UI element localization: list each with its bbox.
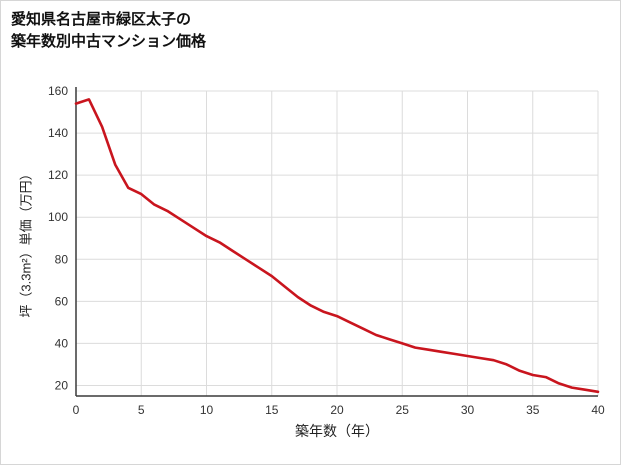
chart-title-line1: 愛知県名古屋市緑区太子の [11,11,192,28]
x-tick-label: 25 [396,403,410,417]
y-tick-label: 20 [55,378,69,392]
chart-title-line2: 築年数別中古マンション価格 [11,32,207,50]
y-tick-label: 120 [48,168,68,182]
x-tick-label: 0 [73,403,80,417]
y-axis-label: 坪（3.3m²）単価（万円） [18,167,34,318]
y-tick-label: 60 [55,294,69,308]
y-tick-label: 100 [48,210,68,224]
y-tick-label: 140 [48,126,68,140]
chart-title: 愛知県名古屋市緑区太子の 築年数別中古マンション価格 [11,9,206,53]
x-tick-label: 35 [526,403,540,417]
x-tick-label: 10 [200,403,214,417]
x-tick-label: 40 [591,403,605,417]
y-tick-label: 160 [48,84,68,98]
price-line-series [74,98,600,394]
y-tick-label: 80 [55,252,69,266]
x-tick-label: 20 [330,403,344,417]
x-tick-label: 5 [138,403,145,417]
y-tick-label: 40 [55,336,69,350]
x-axis-label: 築年数（年） [295,423,379,439]
x-tick-label: 15 [265,403,279,417]
x-tick-label: 30 [461,403,475,417]
